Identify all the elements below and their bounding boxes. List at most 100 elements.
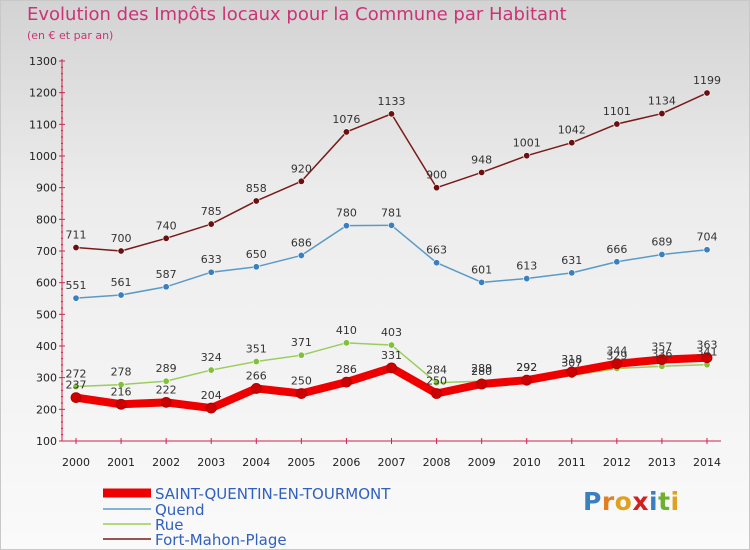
y-tick-label: 900 (36, 182, 57, 195)
data-point (205, 402, 217, 414)
data-point (611, 358, 623, 370)
data-label: 272 (66, 368, 87, 381)
x-tick-label: 2004 (242, 456, 270, 469)
data-point (252, 197, 260, 205)
data-point (476, 378, 488, 390)
data-label: 689 (651, 235, 672, 248)
y-tick-label: 600 (36, 277, 57, 290)
data-point (521, 374, 533, 386)
data-label: 307 (561, 356, 582, 369)
y-tick-label: 1100 (29, 118, 57, 131)
x-tick-label: 2002 (152, 456, 180, 469)
data-point (523, 152, 531, 160)
data-point (613, 120, 621, 128)
data-point (342, 339, 350, 347)
data-label: 781 (381, 206, 402, 219)
data-label: 601 (471, 263, 492, 276)
data-label: 250 (426, 375, 447, 388)
data-point (568, 139, 576, 147)
x-tick-label: 2013 (648, 456, 676, 469)
data-label: 410 (336, 324, 357, 337)
data-label: 278 (111, 366, 132, 379)
y-tick-label: 1000 (29, 150, 57, 163)
data-label: 289 (156, 362, 177, 375)
y-tick-label: 400 (36, 340, 57, 353)
data-label: 357 (651, 341, 672, 354)
data-label: 1133 (378, 95, 406, 108)
data-point (568, 269, 576, 277)
y-tick-label: 700 (36, 245, 57, 258)
data-point (117, 381, 125, 389)
y-tick-label: 1300 (29, 55, 57, 68)
data-label: 663 (426, 244, 447, 257)
x-tick-label: 2014 (693, 456, 721, 469)
data-point (431, 388, 442, 399)
x-tick-label: 2005 (287, 456, 315, 469)
data-point (72, 244, 80, 252)
data-point (207, 220, 215, 228)
data-point (566, 366, 578, 378)
data-label: 341 (697, 346, 718, 359)
data-label: 284 (426, 364, 447, 377)
data-label: 613 (516, 260, 537, 273)
data-label: 1199 (693, 74, 721, 87)
data-label: 650 (246, 248, 267, 261)
data-label: 351 (246, 343, 267, 356)
data-point (162, 377, 170, 385)
data-point (613, 258, 621, 266)
x-tick-label: 2010 (513, 456, 541, 469)
data-point (701, 352, 713, 364)
data-label: 329 (606, 349, 627, 362)
data-label: 403 (381, 326, 402, 339)
y-tick-label: 100 (36, 435, 57, 448)
legend-label: SAINT-QUENTIN-EN-TOURMONT (155, 485, 391, 503)
data-point (478, 168, 486, 176)
data-label: 292 (516, 361, 537, 374)
x-tick-label: 2003 (197, 456, 225, 469)
data-label: 587 (156, 268, 177, 281)
data-point (703, 246, 711, 254)
data-label: 204 (201, 389, 222, 402)
x-tick-label: 2011 (558, 456, 586, 469)
data-label: 700 (111, 232, 132, 245)
data-label: 216 (111, 385, 132, 398)
data-label: 318 (561, 353, 582, 366)
data-point (523, 275, 531, 283)
x-tick-label: 2008 (423, 456, 451, 469)
data-label: 266 (246, 369, 267, 382)
data-label: 631 (561, 254, 582, 267)
x-tick-label: 2012 (603, 456, 631, 469)
data-point (658, 110, 666, 118)
data-point (252, 263, 260, 271)
chart-subtitle: (en € et par an) (27, 29, 114, 42)
data-label: 280 (471, 365, 492, 378)
y-tick-label: 800 (36, 213, 57, 226)
data-point (250, 383, 262, 394)
data-label: 237 (66, 379, 87, 392)
data-point (386, 362, 397, 374)
y-tick-label: 1200 (29, 87, 57, 100)
data-label: 289 (471, 362, 492, 375)
data-point (433, 379, 441, 387)
data-point (433, 259, 441, 267)
data-point (72, 383, 80, 391)
data-point (342, 222, 350, 230)
data-label: 324 (201, 351, 222, 364)
data-label: 1076 (332, 113, 360, 126)
x-tick-label: 2007 (378, 456, 406, 469)
data-label: 948 (471, 153, 492, 166)
data-point (297, 251, 305, 259)
data-label: 561 (111, 276, 132, 289)
data-label: 704 (697, 231, 718, 244)
data-label: 1134 (648, 95, 676, 108)
data-label: 740 (156, 219, 177, 232)
data-point (341, 376, 352, 388)
data-label: 780 (336, 207, 357, 220)
proxiti-logo: Proxiti (583, 487, 680, 516)
x-tick-label: 2000 (62, 456, 90, 469)
legend-label: Quend (155, 501, 205, 519)
data-label: 336 (651, 347, 672, 360)
data-label: 292 (516, 361, 537, 374)
